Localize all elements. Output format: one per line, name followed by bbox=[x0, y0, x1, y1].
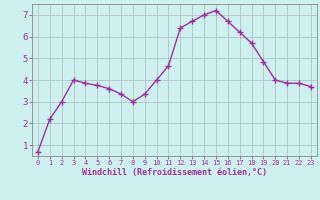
X-axis label: Windchill (Refroidissement éolien,°C): Windchill (Refroidissement éolien,°C) bbox=[82, 168, 267, 177]
